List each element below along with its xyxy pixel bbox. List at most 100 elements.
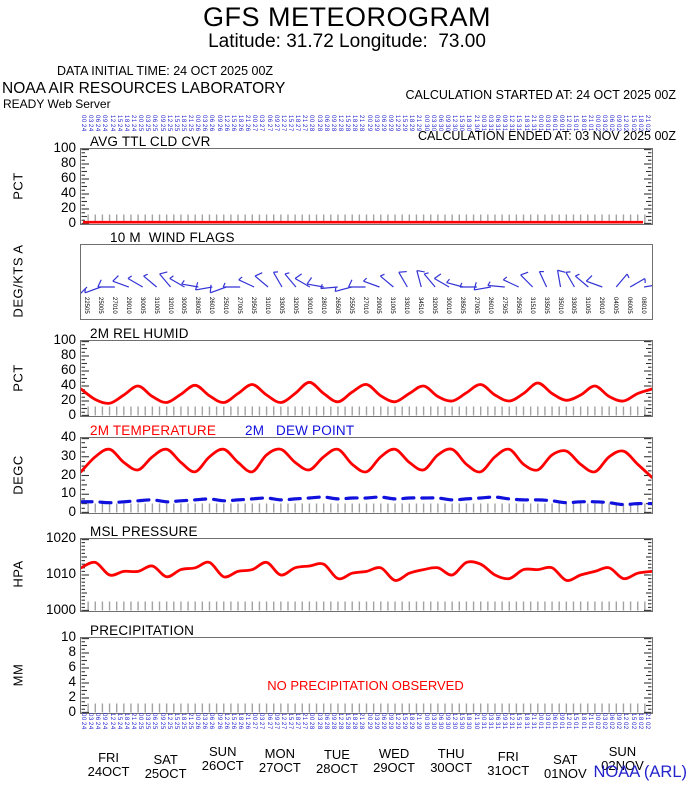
hour-tick-label: 21 xyxy=(529,115,536,123)
day-tick-label: 25 xyxy=(137,124,144,132)
day-tick-label: 01 xyxy=(572,124,579,132)
hour-tick-label: 15 xyxy=(458,115,465,123)
rel-humidity-panel xyxy=(80,340,653,417)
day-tick-label: 02 xyxy=(601,722,608,730)
hour-tick-label: 15 xyxy=(229,713,236,721)
hour-tick-label: 21 xyxy=(301,713,308,721)
hour-tick-label: 15 xyxy=(172,713,179,721)
yaxis-unit-degkts: DEG/KTS A xyxy=(10,244,26,318)
hour-tick-label: 15 xyxy=(458,713,465,721)
wind-value-label: 30005 xyxy=(138,297,145,314)
hour-tick-label: 00 xyxy=(536,115,543,123)
day-tick-label: 29 xyxy=(379,124,386,132)
hour-tick-label: 03 xyxy=(315,115,322,123)
day-tick-label: 29 xyxy=(365,722,372,730)
hour-tick-label: 15 xyxy=(401,713,408,721)
hour-tick-label: 15 xyxy=(286,713,293,721)
day-tick-label: 27 xyxy=(286,722,293,730)
hour-tick-label: 12 xyxy=(508,713,515,721)
rh-ytick-label: 100 xyxy=(53,332,76,347)
wind-plot-svg xyxy=(81,269,652,294)
wind-value-label: 26505 xyxy=(333,297,340,314)
wind-value-label: 31510 xyxy=(528,297,535,314)
cloud-ytick-label: 0 xyxy=(68,215,76,230)
temp-ytick-label: 20 xyxy=(60,466,76,482)
lat-lon-subtitle: Latitude: 31.72 Longitude: 73.00 xyxy=(208,31,486,52)
rh-ytick-label: 0 xyxy=(68,407,76,422)
precip-ytick-label: 6 xyxy=(68,659,76,674)
hour-tick-label: 03 xyxy=(144,713,151,721)
yaxis-unit-pct-cloud: PCT xyxy=(10,172,26,200)
hour-tick-label: 09 xyxy=(558,115,565,123)
day-tick-label: 27 xyxy=(258,124,265,132)
hour-tick-label: 09 xyxy=(386,713,393,721)
wind-value-label: 25505 xyxy=(347,297,354,314)
bottom-day-tick-labels: 24 24 24 24 24 24 24 24 25 25 25 25 25 25 25 25 26 26 26 26… xyxy=(80,722,651,736)
day-tick-label: 24 xyxy=(87,124,94,132)
wind-value-label: 27005 xyxy=(236,297,243,314)
calc-ended: CALCULATION ENDED AT: 03 NOV 2025 00Z xyxy=(418,128,676,143)
day-tick-label: 31 xyxy=(479,722,486,730)
day-tick-label: 26 xyxy=(222,124,229,132)
day-tick-label: 01 xyxy=(551,124,558,132)
wind-value-label: 25005 xyxy=(96,297,103,314)
day-tick-label: 25 xyxy=(179,722,186,730)
wind-value-label: 30010 xyxy=(305,297,312,314)
day-tick-label: 28 xyxy=(344,124,351,132)
panel-title-precipitation: PRECIPITATION xyxy=(90,623,195,638)
hour-tick-label: 12 xyxy=(622,713,629,721)
day-tick-label: 24 xyxy=(87,722,94,730)
hour-tick-label: 18 xyxy=(522,713,529,721)
hour-tick-label: 18 xyxy=(294,713,301,721)
hour-tick-label: 15 xyxy=(344,713,351,721)
hour-tick-label: 21 xyxy=(415,115,422,123)
hour-tick-label: 21 xyxy=(129,115,136,123)
hour-tick-label: 12 xyxy=(622,115,629,123)
yaxis-unit-pct-rh: PCT xyxy=(10,364,26,392)
hour-tick-label: 15 xyxy=(572,713,579,721)
wind-value-label: 33005 xyxy=(277,297,284,314)
hour-tick-label: 03 xyxy=(372,115,379,123)
day-tick-label: 26 xyxy=(208,124,215,132)
hour-tick-label: 12 xyxy=(165,115,172,123)
day-tick-label: 25 xyxy=(172,124,179,132)
day-tick-label: 24 xyxy=(122,722,129,730)
day-tick-label: 31 xyxy=(493,722,500,730)
day-tick-label: 26 xyxy=(237,722,244,730)
hour-tick-label: 00 xyxy=(593,115,600,123)
hour-tick-label: 12 xyxy=(279,115,286,123)
cloud-ytick-label: 40 xyxy=(60,185,76,200)
hour-tick-label: 00 xyxy=(251,713,258,721)
date-label: SAT 01NOV xyxy=(544,752,587,781)
hour-tick-label: 15 xyxy=(515,713,522,721)
cloud-ytick-label: 100 xyxy=(53,140,76,155)
hour-tick-label: 06 xyxy=(608,115,615,123)
panel-title-wind-flags: 10 M WIND FLAGS xyxy=(110,230,235,245)
day-tick-label: 31 xyxy=(501,124,508,132)
hour-tick-label: 03 xyxy=(201,713,208,721)
wind-value-label: 22505 xyxy=(83,297,89,314)
rh-ytick-label: 60 xyxy=(60,362,76,377)
temp-ytick-label: 0 xyxy=(68,504,76,519)
day-tick-label: 30 xyxy=(422,722,429,730)
day-tick-label: 26 xyxy=(215,722,222,730)
hour-tick-label: 15 xyxy=(572,115,579,123)
hour-tick-label: 03 xyxy=(429,713,436,721)
hour-tick-label: 21 xyxy=(586,713,593,721)
page-title: GFS METEOROGRAM xyxy=(202,2,491,32)
hour-tick-label: 18 xyxy=(294,115,301,123)
temperature-panel xyxy=(80,437,653,514)
hour-tick-label: 21 xyxy=(129,713,136,721)
day-tick-label: 02 xyxy=(593,124,600,132)
day-tick-label: 31 xyxy=(529,124,536,132)
day-tick-label: 01 xyxy=(579,124,586,132)
day-tick-label: 31 xyxy=(515,722,522,730)
wind-value-label: 29010 xyxy=(124,297,131,314)
hour-tick-label: 00 xyxy=(479,713,486,721)
day-tick-label: 30 xyxy=(444,722,450,730)
day-tick-label: 27 xyxy=(294,124,301,132)
hour-tick-label: 06 xyxy=(493,115,500,123)
date-label: WED 29OCT xyxy=(373,746,415,775)
hour-tick-label: 21 xyxy=(472,713,479,721)
no-precipitation-note: NO PRECIPITATION OBSERVED xyxy=(267,678,464,693)
